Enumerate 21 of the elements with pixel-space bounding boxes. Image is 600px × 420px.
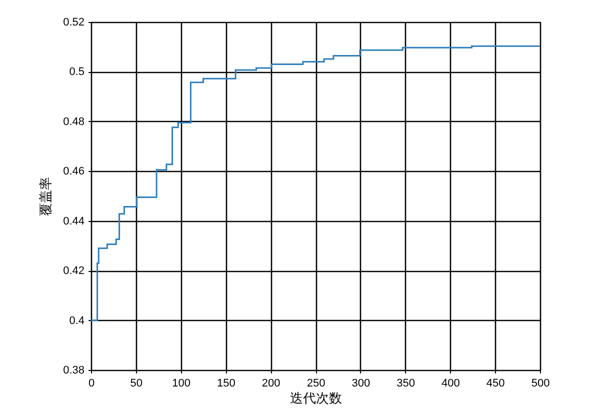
x-tick-label: 350 xyxy=(396,378,415,390)
x-tick-label: 500 xyxy=(531,378,550,390)
x-axis-title: 迭代次数 xyxy=(290,390,342,406)
y-tick-label: 0.44 xyxy=(63,215,84,228)
x-tick-label: 300 xyxy=(352,378,370,390)
y-tick-label: 0.48 xyxy=(63,116,84,128)
y-tick-label: 0.46 xyxy=(63,166,84,178)
x-tick-label: 150 xyxy=(217,378,236,390)
x-tick-label: 200 xyxy=(262,378,280,390)
y-tick-label: 0.38 xyxy=(63,364,84,376)
y-tick-label: 0.42 xyxy=(63,265,84,278)
x-tick-label: 100 xyxy=(172,378,190,390)
x-tick-label: 0 xyxy=(88,378,95,390)
x-tick-label: 400 xyxy=(442,378,460,390)
x-tick-label: 450 xyxy=(486,378,505,390)
y-tick-label: 0.5 xyxy=(69,66,84,78)
y-tick-label: 0.52 xyxy=(63,16,84,28)
y-axis-title: 覆盖率 xyxy=(38,177,54,216)
y-tick-label: 0.4 xyxy=(69,314,84,327)
x-tick-label: 50 xyxy=(130,378,143,390)
x-tick-label: 250 xyxy=(306,378,326,390)
